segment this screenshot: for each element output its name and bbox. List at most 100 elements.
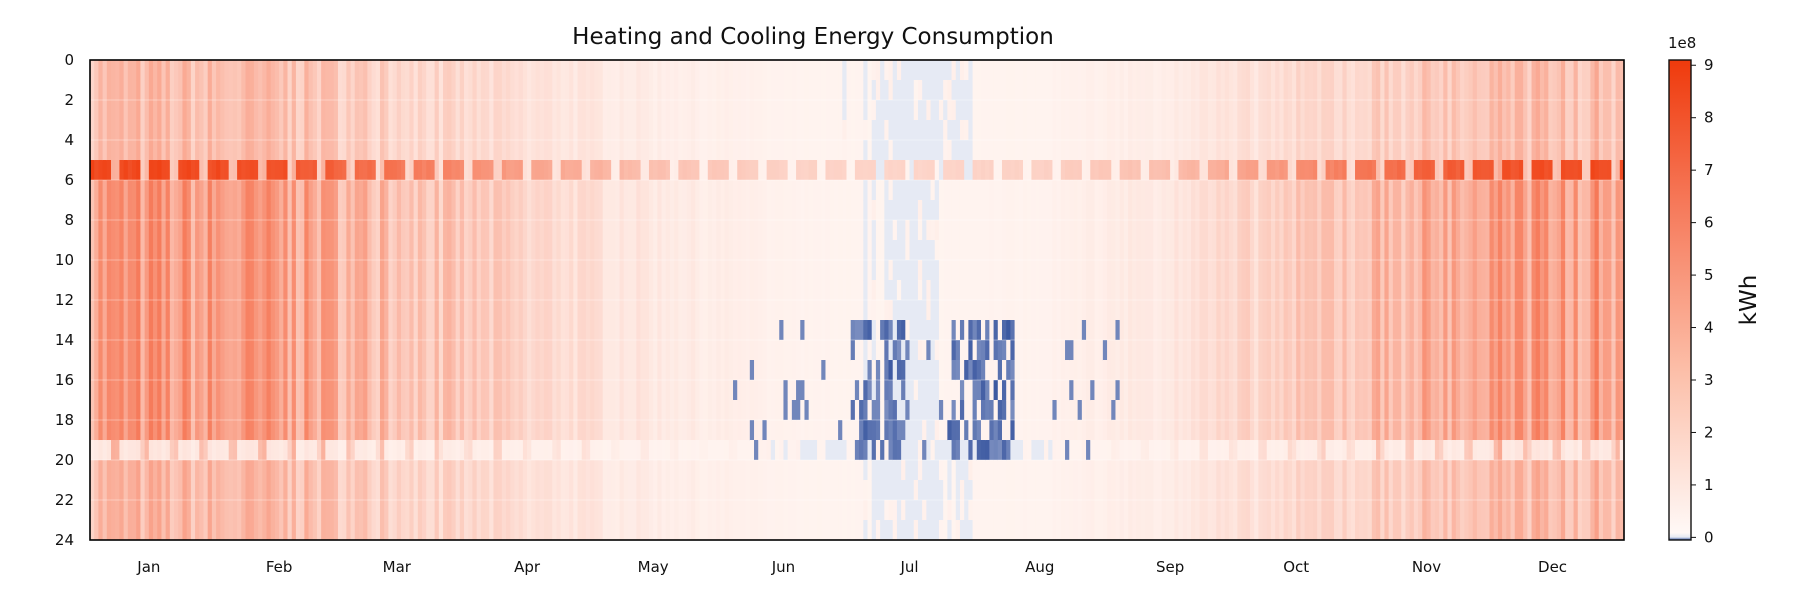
heatmap-cell <box>106 220 112 241</box>
heatmap-cell <box>762 100 768 121</box>
heatmap-cell <box>485 500 490 521</box>
heatmap-cell <box>896 60 902 81</box>
heatmap-cell <box>863 420 869 441</box>
heatmap-cell <box>434 340 440 361</box>
heatmap-cell <box>812 480 818 501</box>
heatmap-cell <box>506 240 511 261</box>
heatmap-cell <box>396 500 402 521</box>
heatmap-cell <box>497 100 503 121</box>
heatmap-cell <box>720 80 726 101</box>
heatmap-cell <box>955 240 961 261</box>
heatmap-cell <box>758 180 764 201</box>
heatmap-cell <box>552 360 558 381</box>
heatmap-cell <box>665 440 671 461</box>
heatmap-cell <box>274 300 280 321</box>
heatmap-cell <box>371 180 377 201</box>
heatmap-cell <box>594 60 600 81</box>
heatmap-cell <box>426 160 432 181</box>
heatmap-cell <box>829 180 835 201</box>
heatmap-cell <box>930 220 936 241</box>
heatmap-cell <box>867 420 873 441</box>
heatmap-cell <box>838 440 843 461</box>
heatmap-cell <box>695 440 700 461</box>
heatmap-cell <box>115 280 121 301</box>
heatmap-cell <box>804 480 810 501</box>
heatmap-cell <box>384 400 389 421</box>
heatmap-cell <box>678 360 684 381</box>
heatmap-cell <box>703 200 709 221</box>
heatmap-cell <box>295 220 301 241</box>
heatmap-cell <box>455 400 461 421</box>
heatmap-cell <box>144 480 150 501</box>
heatmap-cell <box>224 420 230 441</box>
heatmap-cell <box>842 100 848 121</box>
heatmap-cell <box>539 340 545 361</box>
heatmap-cell <box>279 460 284 481</box>
heatmap-cell <box>249 340 255 361</box>
heatmap-cell <box>111 340 116 361</box>
heatmap-cell <box>611 140 616 161</box>
heatmap-cell <box>363 340 368 361</box>
heatmap-cell <box>800 220 806 241</box>
heatmap-cell <box>762 460 768 481</box>
heatmap-cell <box>207 420 213 441</box>
heatmap-cell <box>405 180 411 201</box>
heatmap-cell <box>733 380 738 401</box>
heatmap-cell <box>762 440 768 461</box>
heatmap-cell <box>258 400 263 421</box>
heatmap-cell <box>833 280 839 301</box>
heatmap-cell <box>203 400 209 421</box>
heatmap-cell <box>854 300 860 321</box>
heatmap-cell <box>619 260 625 281</box>
heatmap-cell <box>724 400 730 421</box>
heatmap-cell <box>682 160 688 181</box>
heatmap-cell <box>758 400 764 421</box>
heatmap-cell <box>577 100 583 121</box>
heatmap-cell <box>817 240 822 261</box>
heatmap-cell <box>211 360 217 381</box>
heatmap-cell <box>770 340 776 361</box>
heatmap-cell <box>888 260 894 281</box>
heatmap-cell <box>497 520 503 540</box>
heatmap-cell <box>422 240 427 261</box>
heatmap-cell <box>745 340 751 361</box>
heatmap-cell <box>388 120 394 141</box>
heatmap-cell <box>287 300 293 321</box>
heatmap-cell <box>657 200 663 221</box>
heatmap-cell <box>606 520 612 540</box>
heatmap-cell <box>611 200 616 221</box>
heatmap-cell <box>476 260 482 281</box>
heatmap-cell <box>581 420 587 441</box>
heatmap-cell <box>228 220 234 241</box>
heatmap-cell <box>312 420 318 441</box>
heatmap-cell <box>905 60 911 81</box>
heatmap-cell <box>901 120 906 141</box>
heatmap-cell <box>640 180 646 201</box>
heatmap-cell <box>228 180 234 201</box>
heatmap-cell <box>653 440 658 461</box>
heatmap-cell <box>94 100 99 121</box>
heatmap-cell <box>451 280 457 301</box>
heatmap-cell <box>270 80 276 101</box>
heatmap-cell <box>573 460 579 481</box>
heatmap-cell <box>796 520 801 540</box>
heatmap-cell <box>745 500 751 521</box>
heatmap-cell <box>808 440 814 461</box>
heatmap-cell <box>766 480 772 501</box>
heatmap-cell <box>409 520 415 540</box>
heatmap-cell <box>211 100 217 121</box>
heatmap-cell <box>741 280 747 301</box>
heatmap-cell <box>581 140 587 161</box>
heatmap-cell <box>829 220 835 241</box>
heatmap-cell <box>300 460 305 481</box>
heatmap-cell <box>132 340 137 361</box>
heatmap-cell <box>686 440 692 461</box>
heatmap-cell <box>396 120 402 141</box>
heatmap-cell <box>392 220 398 241</box>
heatmap-cell <box>316 420 322 441</box>
heatmap-cell <box>157 280 163 301</box>
heatmap-cell <box>573 200 579 221</box>
heatmap-cell <box>274 180 280 201</box>
heatmap-cell <box>800 100 806 121</box>
heatmap-cell <box>472 200 478 221</box>
